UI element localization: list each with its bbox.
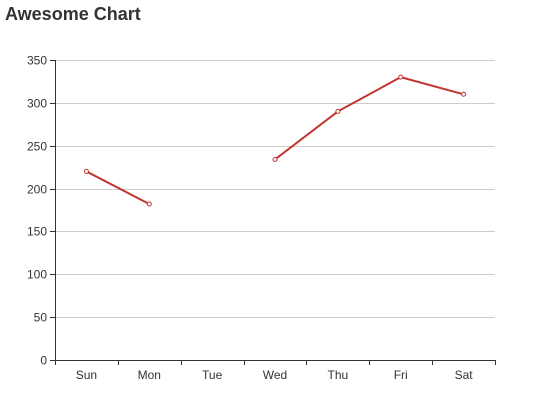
x-tick-label: Tue (202, 368, 223, 382)
y-tick-label: 200 (27, 183, 47, 197)
y-tick-label: 0 (40, 354, 47, 368)
chart-title: Awesome Chart (5, 4, 141, 24)
x-tick-label: Sun (76, 368, 97, 382)
series-line-segment (274, 76, 464, 161)
y-tick-label: 300 (27, 97, 47, 111)
x-tick-label: Thu (328, 368, 349, 382)
x-tick-label: Sat (455, 368, 474, 382)
data-point (272, 156, 278, 162)
y-tick-label: 150 (27, 225, 47, 239)
x-tick-label: Wed (263, 368, 287, 382)
data-point (83, 168, 89, 174)
y-tick-label: 250 (27, 140, 47, 154)
y-tick-label: 100 (27, 268, 47, 282)
y-tick-label: 50 (34, 311, 48, 325)
series-line-segment (85, 170, 150, 205)
data-point (335, 108, 341, 114)
x-tick-label: Fri (394, 368, 408, 382)
x-tick-label: Mon (138, 368, 161, 382)
data-point (461, 91, 467, 97)
data-point (146, 201, 152, 207)
y-tick-label: 350 (27, 54, 47, 68)
data-point (398, 74, 404, 80)
